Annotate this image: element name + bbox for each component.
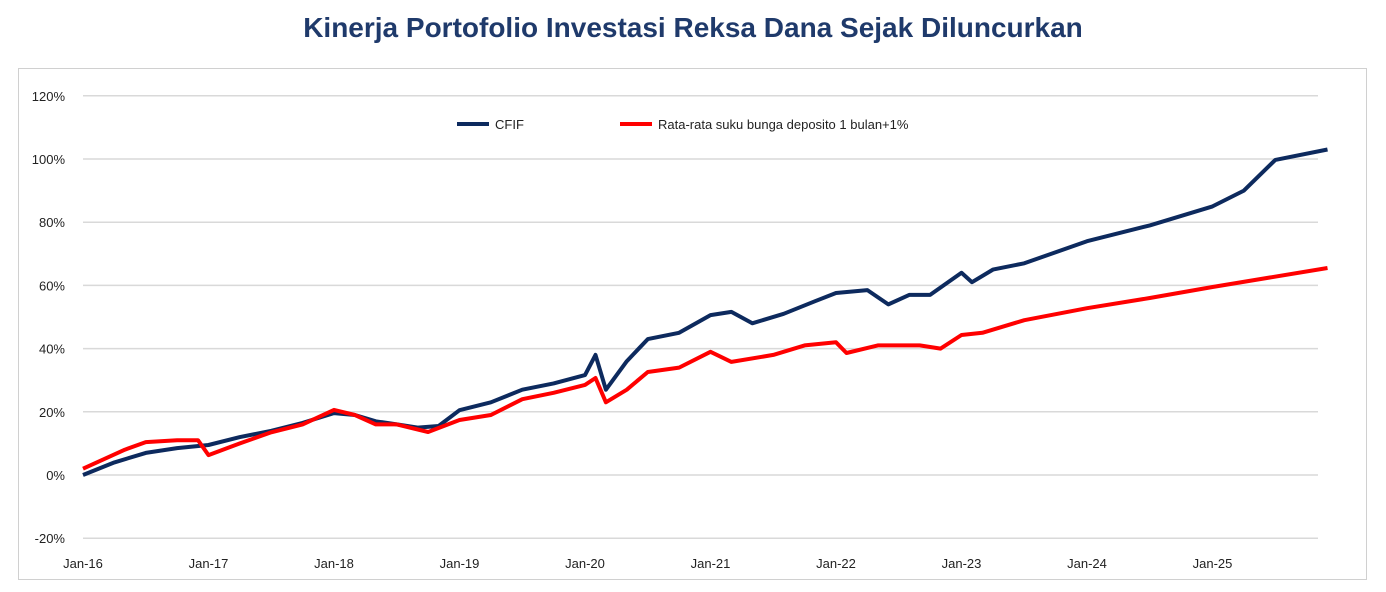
y-tick-label: 0% bbox=[46, 468, 65, 483]
y-tick-label: 100% bbox=[32, 152, 66, 167]
x-tick-label: Jan-22 bbox=[816, 556, 856, 571]
y-tick-label: 60% bbox=[39, 278, 65, 293]
x-tick-label: Jan-19 bbox=[440, 556, 480, 571]
chart-frame bbox=[18, 68, 1367, 580]
series-line-deposit-rate bbox=[82, 266, 1328, 471]
y-tick-label: 120% bbox=[32, 89, 66, 104]
chart-title: Kinerja Portofolio Investasi Reksa Dana … bbox=[303, 12, 1083, 43]
x-tick-label: Jan-17 bbox=[189, 556, 229, 571]
legend-label: CFIF bbox=[495, 117, 524, 132]
series-line-cfif bbox=[82, 147, 1328, 477]
x-tick-label: Jan-20 bbox=[565, 556, 605, 571]
y-tick-label: -20% bbox=[35, 531, 66, 546]
x-tick-label: Jan-21 bbox=[691, 556, 731, 571]
x-tick-label: Jan-18 bbox=[314, 556, 354, 571]
x-tick-label: Jan-24 bbox=[1067, 556, 1107, 571]
x-tick-label: Jan-25 bbox=[1193, 556, 1233, 571]
legend-label: Rata-rata suku bunga deposito 1 bulan+1% bbox=[658, 117, 909, 132]
y-tick-label: 20% bbox=[39, 405, 65, 420]
x-tick-label: Jan-23 bbox=[942, 556, 982, 571]
y-tick-label: 40% bbox=[39, 342, 65, 357]
x-tick-label: Jan-16 bbox=[63, 556, 103, 571]
y-tick-label: 80% bbox=[39, 215, 65, 230]
